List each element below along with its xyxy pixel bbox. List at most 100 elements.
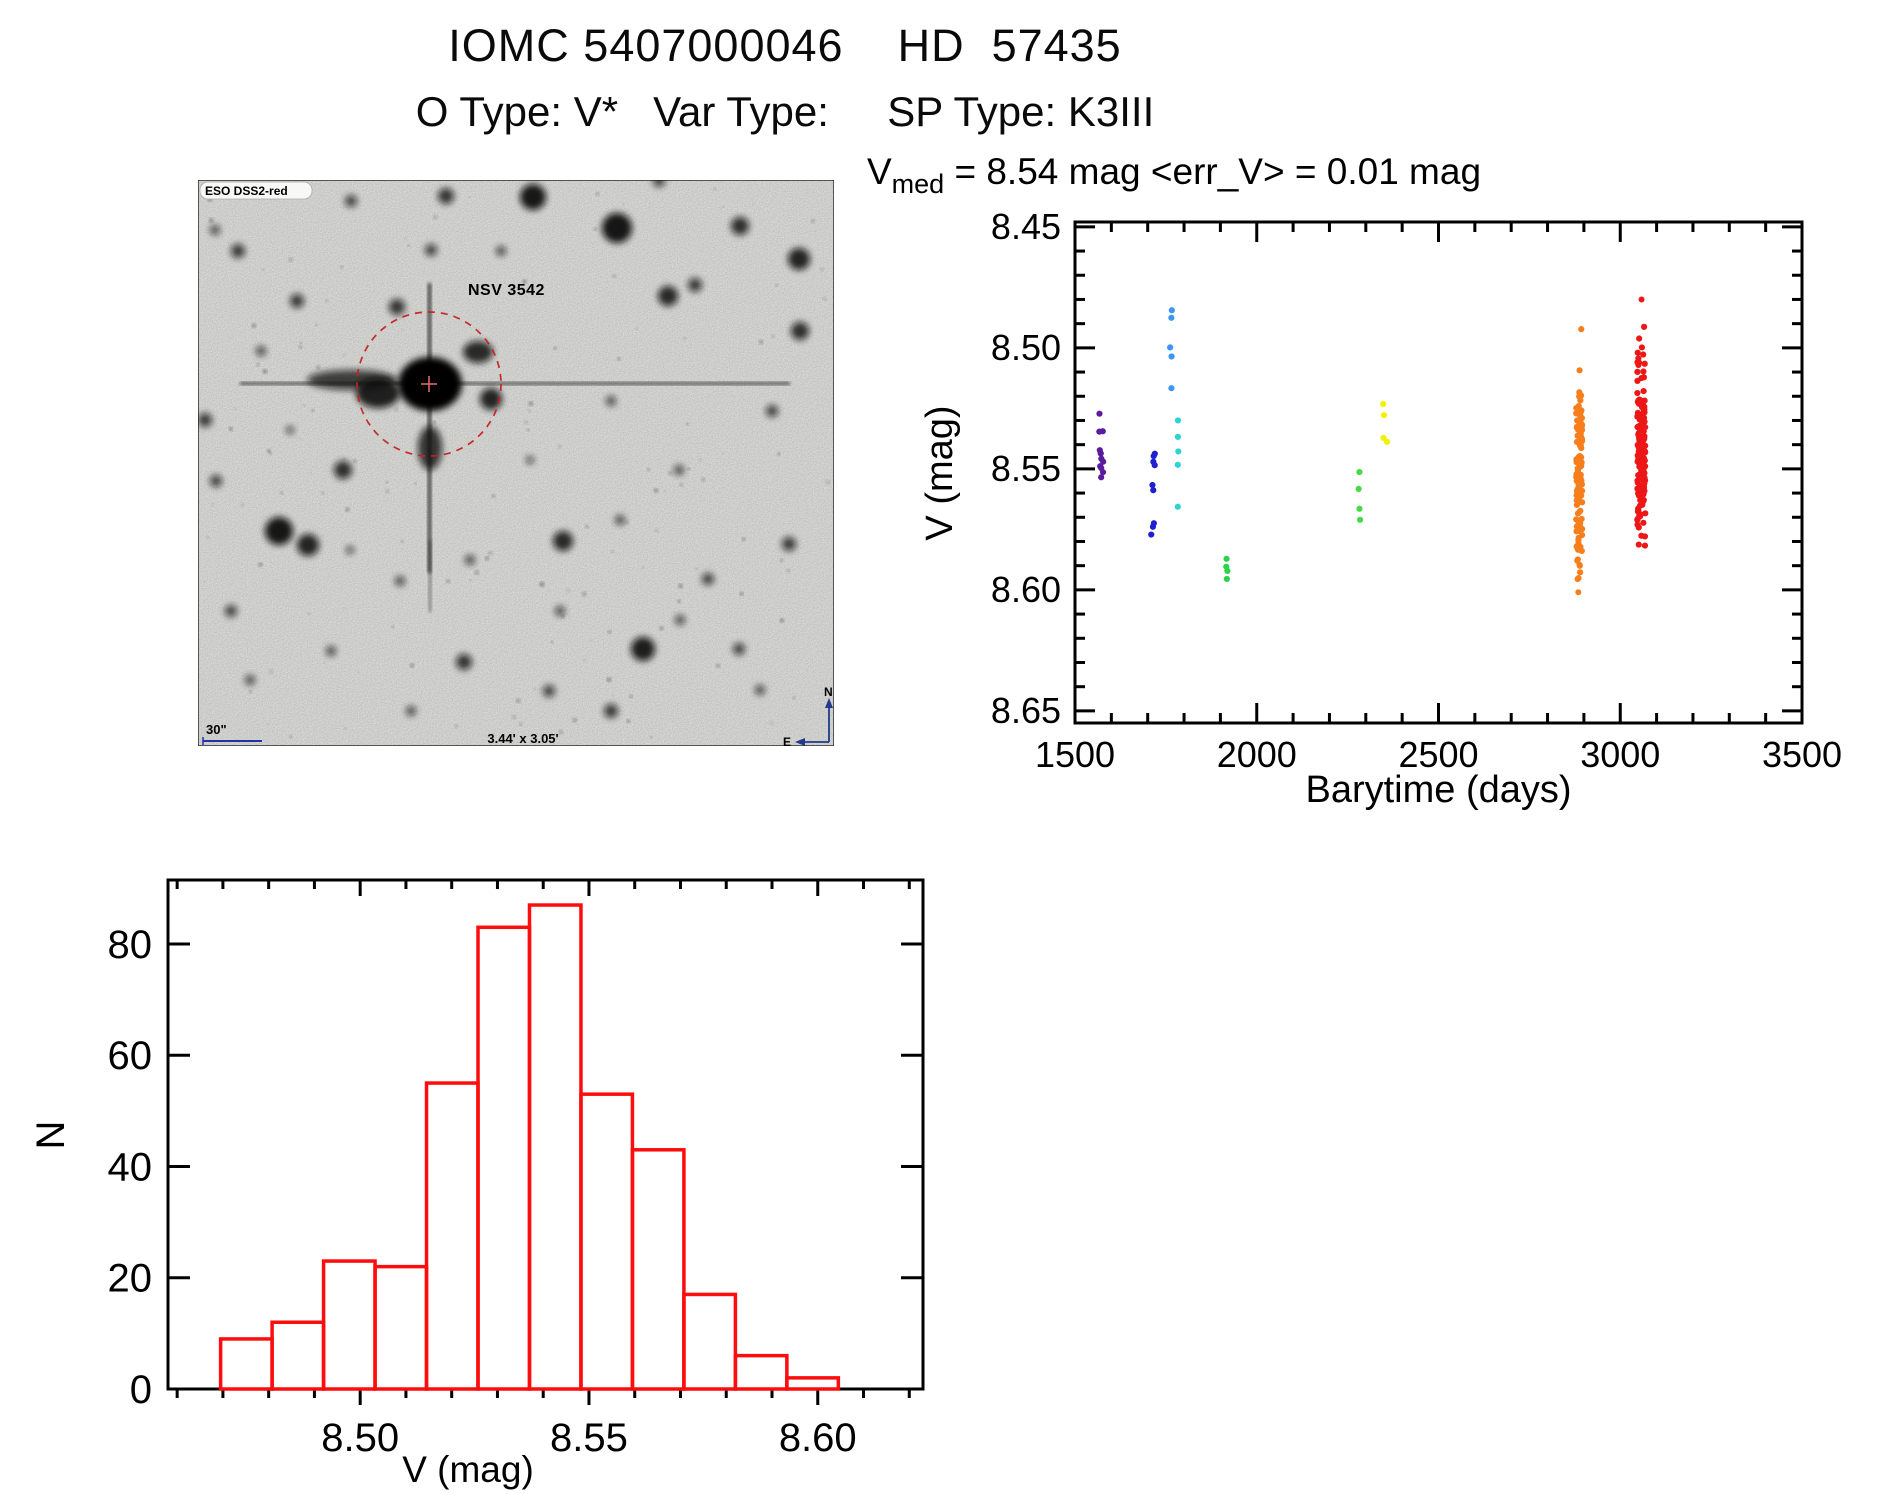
faint-star [719,207,722,210]
faint-star [626,719,631,724]
faint-star [268,668,274,675]
x-tick-label: 1500 [1035,734,1115,775]
faint-star [314,323,319,327]
data-point [1634,368,1641,375]
faint-star [654,528,659,533]
star [653,180,665,187]
faint-star [206,535,210,540]
faint-star [342,457,346,460]
data-point [1356,468,1363,476]
faint-star [533,687,537,691]
data-point [1635,541,1642,548]
star [520,184,546,210]
star [615,515,625,525]
data-point [1634,516,1641,524]
data-point [1634,458,1641,465]
faint-star [413,482,417,485]
y-tick-label: 8.65 [991,690,1061,731]
faint-star [622,202,625,206]
histogram-bar [527,903,583,1391]
data-point [1577,524,1584,532]
faint-star [522,279,527,284]
faint-star [676,599,681,604]
faint-star [352,459,357,463]
survey-label: ESO DSS2-red [205,184,288,198]
data-point [1641,542,1649,549]
data-point [1634,349,1641,356]
survey-pill [199,181,313,200]
data-point [1174,503,1181,510]
faint-star [623,532,627,535]
faint-star [503,281,506,284]
faint-star [307,601,310,604]
faint-star [539,581,545,587]
star-wing-upper-right [463,341,493,363]
star [210,475,222,487]
finder-chart: NSV 3542 ESO DSS2-red 30" 3.44' x 3.05' N E [198,180,834,746]
x-tick-label: 3000 [1580,734,1660,775]
faint-star [357,671,360,674]
x-tick-label: 2000 [1217,734,1297,775]
data-point [1634,377,1641,384]
faint-star [659,625,664,631]
data-point [1355,485,1362,492]
y-tick-label: 80 [108,923,153,967]
faint-star [646,467,651,472]
faint-star [445,579,451,584]
star [346,546,354,554]
faint-star [550,640,554,644]
data-point [1574,556,1581,563]
data-point [1573,501,1581,509]
star-wing-left2 [356,378,400,408]
star [731,217,749,235]
faint-star [240,503,245,507]
faint-star [323,661,326,664]
data-point [1640,323,1648,330]
fov-label: 3.44' x 3.05' [487,731,558,746]
faint-star [321,534,325,538]
faint-star [650,735,653,739]
faint-star [553,346,557,350]
data-point [1576,508,1583,515]
data-point [1578,515,1585,523]
faint-star [256,362,260,367]
data-point [1175,448,1182,455]
faint-star [779,558,785,563]
star [395,576,405,586]
faint-star [491,494,496,498]
star [334,461,352,479]
faint-star [297,437,301,441]
data-point [1356,505,1363,512]
faint-star [617,357,621,361]
x-tick-label: 8.55 [550,1416,628,1460]
data-point [1576,367,1583,374]
faint-star [234,407,237,410]
faint-star [819,267,824,272]
data-point [1575,575,1582,582]
faint-star [624,520,630,525]
star [231,244,245,258]
star [543,685,555,697]
faint-star [679,482,684,488]
x-tick-label: 2500 [1398,734,1478,775]
faint-star [678,583,683,589]
data-point [1640,351,1647,358]
data-point [1098,474,1105,481]
data-point [1574,545,1581,552]
star [782,537,796,551]
faint-star [713,187,717,191]
y-tick-label: 40 [108,1145,153,1189]
data-point [1380,400,1387,408]
faint-star [484,556,490,561]
faint-star [385,480,389,484]
data-point [1641,533,1649,540]
lightcurve-title: Vmed = 8.54 mag <err_V> = 0.01 mag [867,151,1481,199]
faint-star [557,444,562,449]
star [286,426,294,434]
star [198,413,212,427]
compass-north-head [825,698,833,708]
data-point [1576,453,1583,460]
faint-star [288,257,294,263]
data-point [1151,462,1158,469]
data-point [1578,422,1585,430]
